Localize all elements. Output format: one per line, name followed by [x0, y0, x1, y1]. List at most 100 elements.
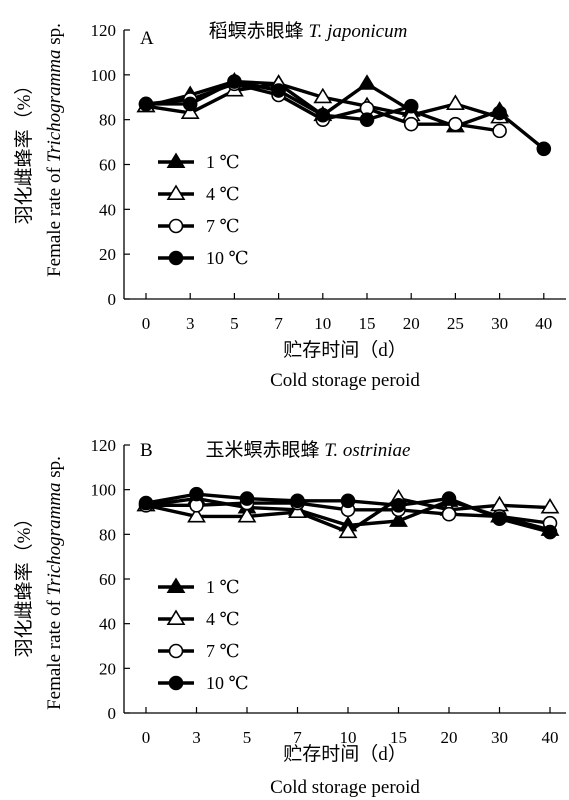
panel-letter: A	[140, 28, 154, 49]
x-tick-label: 40	[542, 728, 559, 747]
legend: 1 ℃ 4 ℃ 7 ℃ 10 ℃	[158, 152, 249, 268]
y-tick-label: 80	[99, 111, 116, 130]
y-tick-label: 40	[99, 615, 116, 634]
y-tick-label: 120	[91, 436, 117, 455]
y-tick-label: 0	[108, 290, 117, 309]
x-tick-label: 7	[293, 728, 302, 747]
y-axis-label-en: Female rate of Trichogramma sp.	[44, 23, 65, 277]
y-tick-label: 60	[99, 156, 116, 175]
legend-label: 7 ℃	[206, 216, 240, 236]
triangle-filled-marker	[166, 577, 186, 594]
x-tick-label: 0	[142, 728, 151, 747]
triangle-filled-marker	[166, 152, 186, 168]
triangle-open-marker	[180, 103, 200, 119]
chart-panel-b: 0 20 40 60 80 100 120 0 3 5 7 10 15 20 30 40 1 ℃ 4 ℃ 7 ℃ 10…	[13, 436, 566, 798]
circle-filled-marker	[271, 83, 286, 98]
circle-open-marker	[448, 116, 463, 132]
legend-label: 4 ℃	[206, 609, 240, 629]
triangle-open-marker	[288, 502, 307, 519]
x-axis-label-cn: 贮存时间（d）	[283, 339, 407, 361]
circle-filled-marker	[189, 486, 204, 502]
legend-label: 10 ℃	[206, 673, 249, 693]
y-label-suffix: sp.	[44, 23, 65, 49]
y-axis-label-cn: 羽化雌蜂率（%）	[13, 509, 35, 658]
x-axis-label-cn: 贮存时间（d）	[283, 743, 407, 765]
circle-open-marker	[168, 643, 184, 659]
circle-filled-marker	[441, 491, 457, 506]
triangle-open-marker	[187, 506, 206, 523]
x-tick-label: 5	[230, 314, 239, 333]
y-label-genus: Trichogramma	[44, 482, 65, 595]
x-tick-label: 3	[186, 314, 195, 333]
x-tick-label: 25	[447, 314, 464, 333]
panel-title-species: T. ostriniae	[324, 440, 410, 461]
legend-label: 10 ℃	[206, 248, 249, 268]
panel-title-cn: 玉米螟赤眼蜂	[206, 439, 320, 461]
circle-filled-marker	[403, 98, 419, 114]
x-axis-label-en: Cold storage peroid	[270, 370, 420, 391]
y-label-prefix: Female rate of	[44, 595, 65, 709]
triangle-open-marker	[237, 506, 257, 523]
series-3	[138, 486, 558, 540]
y-label-suffix: sp.	[44, 456, 65, 482]
triangle-open-marker	[166, 609, 186, 626]
circle-filled-marker	[391, 497, 406, 513]
circle-filled-marker	[492, 511, 507, 527]
x-tick-label: 30	[491, 314, 508, 333]
x-tick-label: 15	[359, 314, 376, 333]
x-tick-label: 15	[390, 728, 407, 747]
x-tick-label: 0	[142, 314, 151, 333]
y-axis-label-cn: 羽化雌蜂率（%）	[13, 76, 35, 225]
y-tick-label: 20	[99, 245, 116, 264]
triangle-filled-marker	[389, 511, 408, 527]
legend: 1 ℃ 4 ℃ 7 ℃ 10 ℃	[158, 577, 249, 693]
triangle-open-marker	[166, 184, 186, 200]
x-tick-label: 7	[274, 314, 283, 333]
y-tick-label: 80	[99, 525, 116, 544]
y-tick-label: 40	[99, 200, 116, 219]
circle-filled-marker	[138, 495, 154, 511]
series-line	[498, 111, 545, 151]
circle-filled-marker	[492, 105, 507, 121]
panel-title-cn: 稻螟赤眼蜂	[209, 20, 304, 42]
circle-open-marker	[441, 506, 457, 522]
y-label-prefix: Female rate of	[44, 162, 65, 276]
circle-filled-marker	[138, 96, 154, 112]
circle-filled-marker	[315, 107, 331, 123]
circle-filled-marker	[536, 141, 552, 157]
circle-filled-marker	[168, 675, 184, 691]
triangle-open-marker	[540, 497, 560, 514]
circle-filled-marker	[359, 112, 375, 127]
y-tick-label: 60	[99, 570, 116, 589]
legend-label: 1 ℃	[206, 152, 240, 172]
y-label-genus: Trichogramma	[44, 49, 65, 162]
circle-open-marker	[168, 218, 184, 234]
x-tick-label: 30	[491, 728, 508, 747]
legend-label: 1 ℃	[206, 577, 240, 597]
circle-filled-marker	[239, 491, 255, 506]
panel-title: 玉米螟赤眼蜂 T. ostriniae	[206, 439, 411, 461]
circle-open-marker	[403, 116, 419, 132]
circle-filled-marker	[340, 493, 356, 509]
y-tick-label: 100	[91, 481, 117, 500]
chart-panel-a: 0 20 40 60 80 100 120 0 3 5 7 10 15 20 25 30 40 1 ℃ 4 ℃ 7 ℃…	[13, 20, 566, 391]
triangle-open-marker	[313, 87, 333, 104]
triangle-open-marker	[445, 94, 465, 110]
triangle-filled-marker	[357, 74, 377, 90]
x-axis-label-en: Cold storage peroid	[270, 777, 420, 798]
legend-label: 7 ℃	[206, 641, 240, 661]
series-3	[138, 74, 552, 157]
panel-title-species: T. japonicum	[308, 21, 407, 42]
y-tick-label: 120	[91, 21, 117, 40]
circle-open-marker	[492, 123, 507, 139]
y-tick-label: 0	[108, 704, 117, 723]
panel-letter: B	[140, 440, 153, 461]
x-tick-label: 5	[243, 728, 252, 747]
triangle-open-marker	[338, 522, 358, 539]
circle-filled-marker	[227, 74, 242, 89]
x-tick-label: 40	[535, 314, 552, 333]
circle-filled-marker	[542, 524, 558, 540]
y-axis-label-en: Female rate of Trichogramma sp.	[44, 456, 65, 710]
x-tick-label: 20	[441, 728, 458, 747]
